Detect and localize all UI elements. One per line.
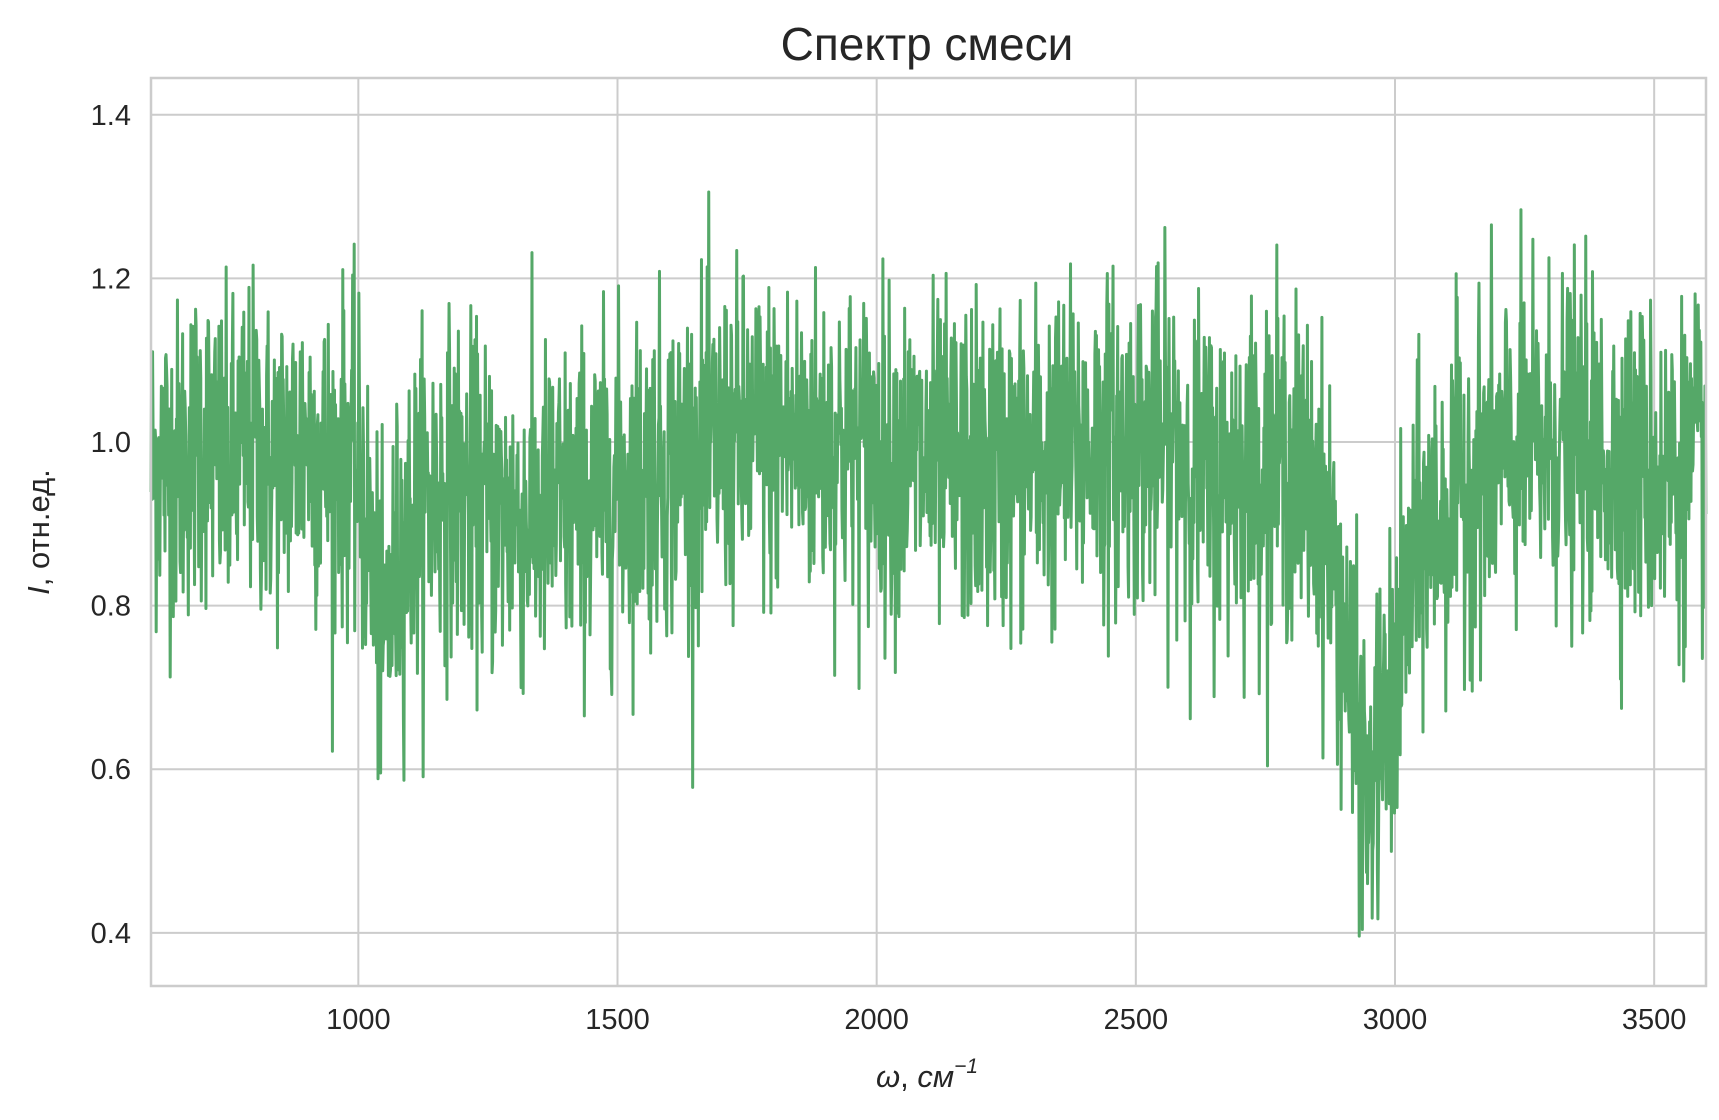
x-tick-label: 2500 (1104, 1004, 1169, 1036)
y-axis-label-symbol: I (21, 586, 56, 595)
y-axis-ticks: 0.4 0.6 0.8 1.0 1.2 1.4 (91, 100, 131, 950)
x-axis-label-exponent: −1 (954, 1055, 978, 1078)
x-axis-label-symbol: ω (876, 1059, 900, 1094)
y-tick-label: 1.2 (91, 263, 131, 295)
spectrum-line (149, 190, 1708, 938)
plot-frame (149, 76, 1708, 988)
x-tick-label: 1500 (585, 1004, 650, 1036)
x-tick-label: 1000 (326, 1004, 391, 1036)
plot-area (149, 76, 1708, 988)
y-tick-label: 1.4 (91, 100, 131, 132)
y-axis-label: I, отн.ед. (21, 469, 56, 595)
y-tick-label: 0.8 (91, 591, 131, 623)
x-tick-label: 2000 (844, 1004, 909, 1036)
x-tick-label: 3500 (1622, 1004, 1687, 1036)
x-axis-label: ω, см−1 (876, 1055, 978, 1094)
y-tick-label: 1.0 (91, 427, 131, 459)
y-tick-label: 0.6 (91, 754, 131, 786)
x-tick-label: 3000 (1363, 1004, 1428, 1036)
chart-title: Спектр смеси (781, 18, 1074, 70)
y-axis-label-unit: отн.ед. (21, 469, 56, 569)
y-tick-label: 0.4 (91, 918, 131, 950)
x-axis-label-unit: см (917, 1059, 954, 1094)
x-axis-ticks: 1000 1500 2000 2500 3000 3500 (326, 1004, 1686, 1036)
